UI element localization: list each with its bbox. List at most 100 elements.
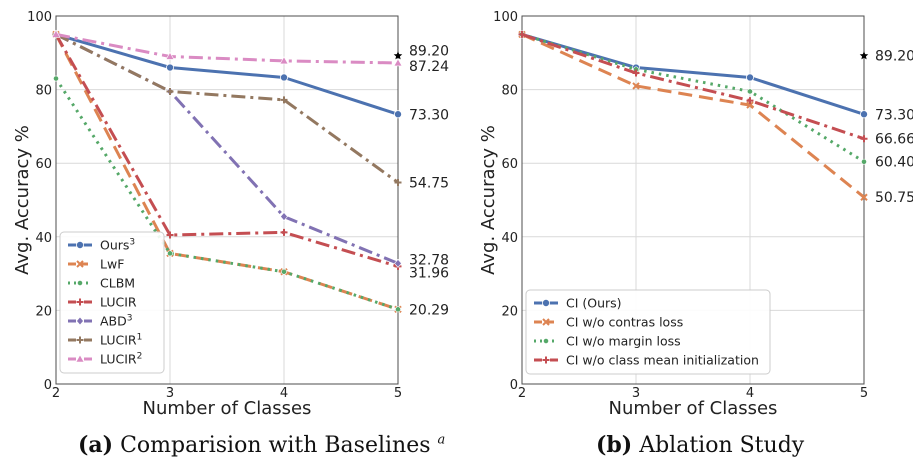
x-tick-label: 4 (280, 386, 288, 401)
series-point-3 (632, 69, 640, 77)
y-tick-label: 40 (35, 231, 52, 246)
series-point-6 (165, 51, 175, 60)
series-point-2 (167, 250, 173, 257)
legend-box (525, 289, 771, 375)
series-line-5 (55, 33, 399, 184)
legend-marker (75, 354, 85, 363)
x-tick-label: 4 (746, 386, 754, 401)
y-tick-label: 20 (35, 304, 52, 319)
y-tick-label: 60 (35, 157, 52, 172)
series-point-4 (280, 212, 288, 222)
y-tick-label: 100 (27, 10, 52, 25)
caption-b-text: Ablation Study (639, 433, 805, 458)
series-line-3 (54, 33, 399, 268)
series-point-0 (165, 63, 174, 72)
x-tick-label: 3 (632, 386, 640, 401)
data-label: 32.78 (409, 252, 449, 268)
caption-a-sup: a (437, 432, 446, 448)
legend-marker (76, 240, 85, 249)
y-tick-label: 20 (501, 304, 518, 319)
series-point-0 (393, 110, 402, 119)
series-line-0 (521, 32, 865, 116)
caption-b: (b) Ablation Study (596, 432, 804, 458)
series-point-2 (281, 268, 287, 275)
legend-label: ABD3 (100, 314, 133, 329)
legend-label: CI w/o margin loss (566, 334, 681, 349)
y-axis-label: Avg. Accuracy % (12, 125, 33, 275)
x-tick-label: 2 (518, 386, 526, 401)
y-tick-label: 80 (501, 84, 518, 99)
x-tick-label: 2 (52, 386, 60, 401)
star-marker (393, 51, 403, 60)
y-tick-label: 40 (501, 231, 518, 246)
series-point-0 (746, 73, 755, 82)
data-label: 54.75 (409, 176, 449, 192)
series-point-2 (747, 88, 753, 95)
legend-marker (542, 356, 550, 364)
series-point-4 (394, 258, 402, 268)
x-tick-label: 5 (394, 386, 402, 401)
series-line-0 (55, 32, 399, 116)
series-point-3 (746, 97, 754, 105)
legend-label: LUCIR (100, 295, 137, 310)
chart-ablation: 0 20 40 60 80 100 2 3 4 5 Number of Classes Avg. Ac… (478, 10, 913, 419)
data-label: 89.20 (875, 49, 913, 65)
series-point-6 (51, 29, 61, 38)
series-line-2 (54, 77, 399, 311)
legend-marker (76, 260, 84, 268)
data-label: 89.20 (409, 44, 449, 60)
legend-marker (76, 316, 84, 326)
x-tick-label: 5 (860, 386, 868, 401)
legend-label: CLBM (100, 276, 135, 291)
series-point-6 (279, 56, 289, 65)
series-point-5 (394, 179, 402, 187)
y-tick-label: 100 (493, 10, 518, 25)
y-tick-label: 60 (501, 157, 518, 172)
caption-a-text: Comparision with Baselines (120, 433, 431, 458)
data-label: 31.96 (409, 265, 449, 281)
data-label: 66.66 (875, 132, 913, 148)
plot-frame (55, 15, 399, 385)
legend-label: CI w/o class mean initialization (566, 353, 759, 368)
data-label: 60.40 (875, 155, 913, 171)
caption-a-label: (a) (78, 432, 114, 458)
data-label: 73.30 (409, 107, 449, 123)
series-point-2 (861, 158, 867, 165)
series-point-1 (746, 101, 754, 109)
legend-label: Ours3 (100, 238, 135, 253)
series-line-6 (55, 32, 399, 65)
series-point-6 (393, 58, 403, 67)
series-point-5 (166, 87, 174, 95)
chart-comparison: 0 20 40 60 80 100 2 3 4 5 Number of Classes Avg. Ac… (12, 10, 449, 419)
x-axis-label: Number of Classes (609, 398, 778, 419)
y-axis-label: Avg. Accuracy % (478, 125, 499, 275)
series-point-2 (53, 75, 59, 82)
series-point-1 (860, 193, 868, 201)
legend-marker (542, 318, 550, 326)
x-tick-label: 3 (166, 386, 174, 401)
data-label: 20.29 (409, 302, 449, 318)
data-label: 50.75 (875, 190, 913, 206)
series-point-5 (280, 96, 288, 104)
y-tick-label: 80 (35, 84, 52, 99)
series-point-3 (280, 228, 288, 236)
legend-label: CI (Ours) (566, 296, 622, 311)
series-point-2 (395, 306, 401, 313)
legend-marker (77, 280, 83, 286)
series-point-3 (518, 30, 526, 38)
legend-marker (76, 298, 84, 306)
legend-marker (543, 338, 549, 344)
series-point-1 (632, 82, 640, 90)
data-label: 87.24 (409, 59, 449, 75)
caption-a: (a) Comparision with Baselines a (78, 432, 445, 458)
series-point-3 (166, 231, 174, 239)
plot-frame (521, 15, 865, 385)
legend-marker (542, 298, 551, 307)
series-line-1 (521, 33, 865, 199)
y-tick-label: 0 (44, 378, 52, 393)
star-marker (859, 51, 869, 60)
data-label: 73.30 (875, 107, 913, 123)
series-line-2 (521, 32, 865, 163)
series-point-0 (279, 73, 288, 82)
